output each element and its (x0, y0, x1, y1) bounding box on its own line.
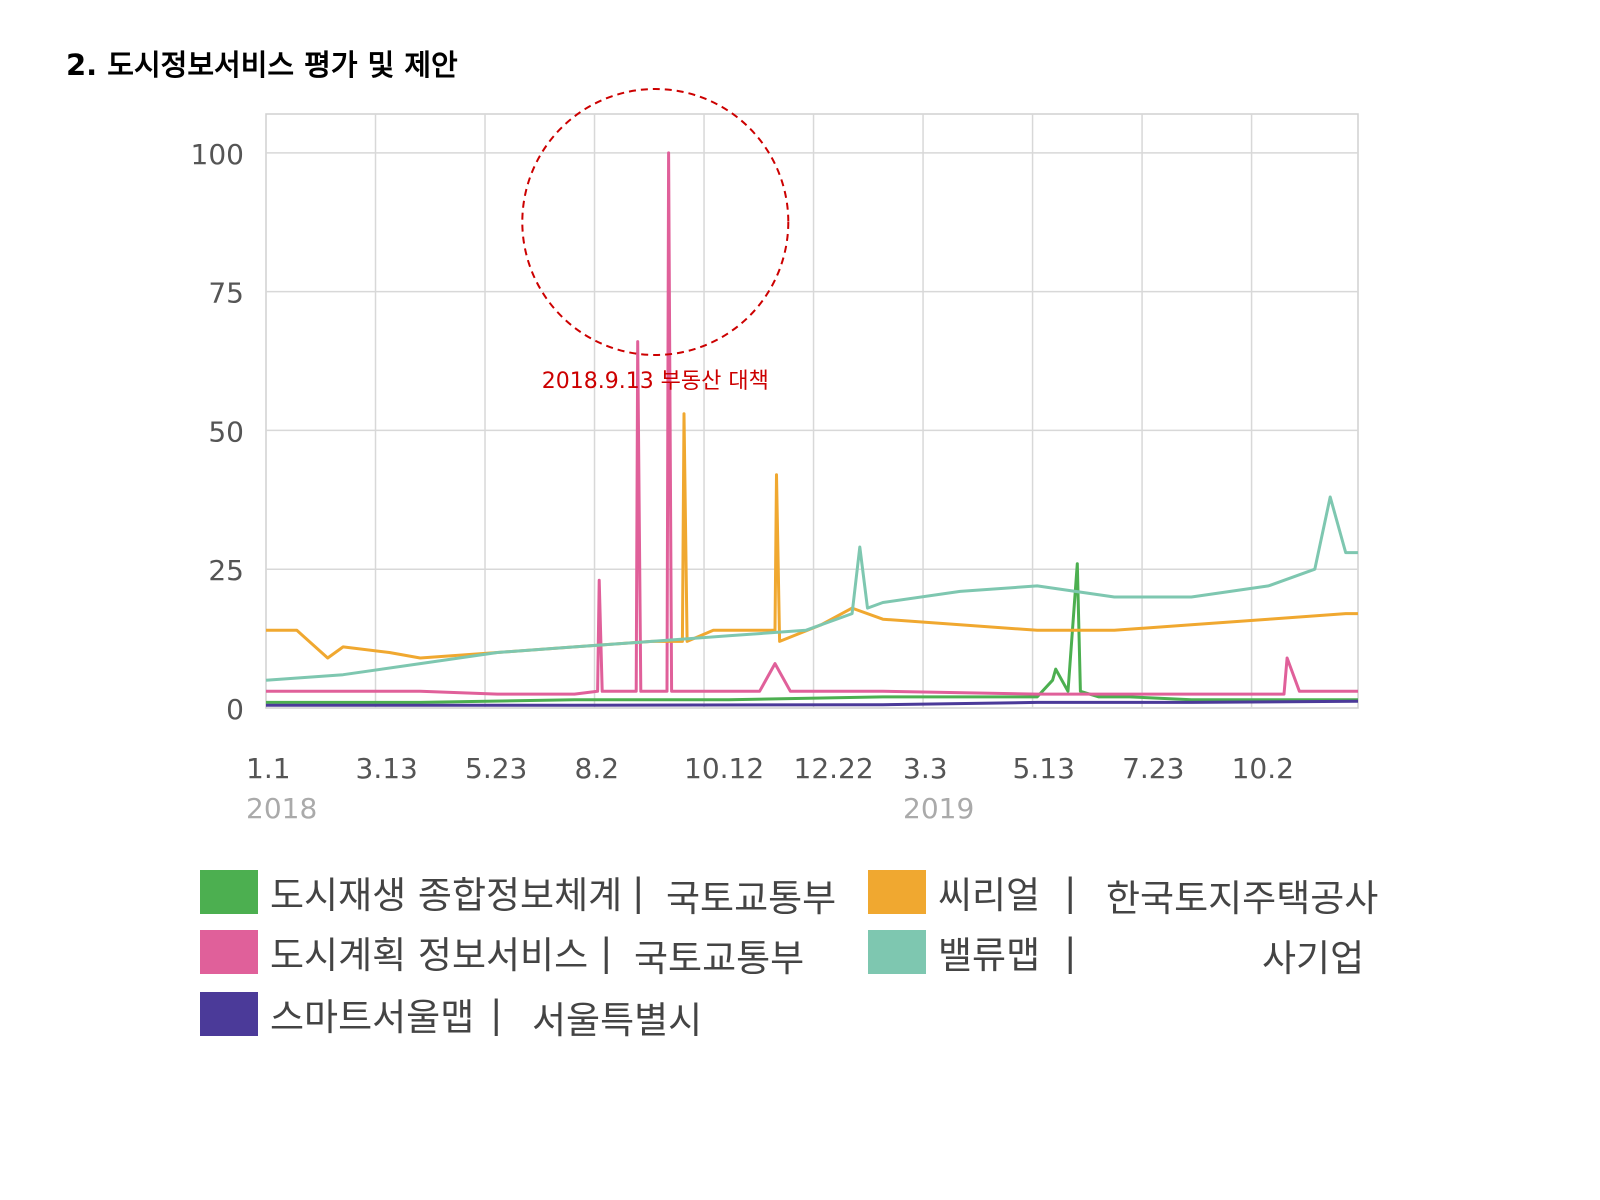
legend-series-name: 씨리얼 (938, 874, 1041, 917)
y-tick-label: 75 (208, 277, 244, 310)
chart-annotation: 2018.9.13 부동산 대책 (521, 88, 790, 394)
legend-series-org: 국토교통부 (634, 937, 805, 980)
legend-series-name: 밸류맵 (938, 934, 1041, 977)
x-tick-label: 12.22 (794, 752, 874, 785)
series-line-3 (265, 495, 1358, 682)
chart-legend: 도시재생 종합정보체계 | 국토교통부 씨리얼 | 한국토지주택공사 도시계획 … (200, 868, 1400, 1068)
y-tick-label: 0 (226, 693, 244, 726)
legend-swatch (200, 870, 258, 914)
y-tick-label: 100 (191, 138, 244, 171)
chart-series (265, 151, 1359, 707)
series-line-4 (266, 699, 1359, 707)
legend-series-name: 도시재생 종합정보체계 (270, 874, 623, 917)
x-tick-label: 5.13 (1013, 752, 1075, 785)
y-tick-label: 25 (208, 554, 244, 587)
annotation-circle (521, 88, 790, 356)
chart-grid (265, 113, 1359, 709)
legend-item-series-3: 밸류맵 | 사기업 (868, 928, 1364, 980)
legend-swatch (868, 870, 926, 914)
legend-item-series-4: 스마트서울맵 | 서울특별시 (200, 990, 702, 1042)
legend-swatch (868, 930, 926, 974)
x-tick-label: 7.23 (1122, 752, 1184, 785)
x-tick-label: 10.12 (684, 752, 764, 785)
x-tick-label: 3.3 (903, 752, 948, 785)
legend-series-name: 도시계획 정보서비스 (270, 934, 589, 977)
plot-frame (265, 113, 1359, 709)
legend-swatch (200, 930, 258, 974)
legend-item-series-2: 씨리얼 | 한국토지주택공사 (868, 868, 1378, 920)
annotation-label: 2018.9.13 부동산 대책 (542, 369, 769, 394)
legend-series-org: 서울특별시 (532, 999, 703, 1042)
legend-swatch (200, 992, 258, 1036)
legend-series-name: 스마트서울맵 (270, 996, 475, 1039)
x-year-label: 2018 (246, 792, 317, 825)
x-year-label: 2019 (903, 792, 974, 825)
series-line-1 (266, 151, 1358, 696)
section-title: 2. 도시정보서비스 평가 및 제안 (66, 48, 458, 82)
x-tick-label: 1.1 (246, 752, 291, 785)
legend-series-org: 국토교통부 (666, 877, 837, 920)
y-tick-label: 50 (208, 415, 244, 448)
x-tick-label: 8.2 (575, 752, 620, 785)
series-line-2 (266, 412, 1358, 660)
chart-ticks: 0 25 50 75 100 1.1 2018 3.13 5.23 8.2 10.12 12.22 3.… (191, 138, 1294, 825)
x-tick-label: 10.2 (1232, 752, 1294, 785)
x-tick-label: 5.23 (465, 752, 527, 785)
x-tick-label: 3.13 (356, 752, 418, 785)
series-line-0 (266, 562, 1358, 704)
legend-series-org: 사기업 (1262, 937, 1365, 980)
legend-item-series-0: 도시재생 종합정보체계 | 국토교통부 (200, 868, 836, 920)
legend-item-series-1: 도시계획 정보서비스 | 국토교통부 (200, 928, 804, 980)
legend-series-org: 한국토지주택공사 (1106, 877, 1379, 920)
